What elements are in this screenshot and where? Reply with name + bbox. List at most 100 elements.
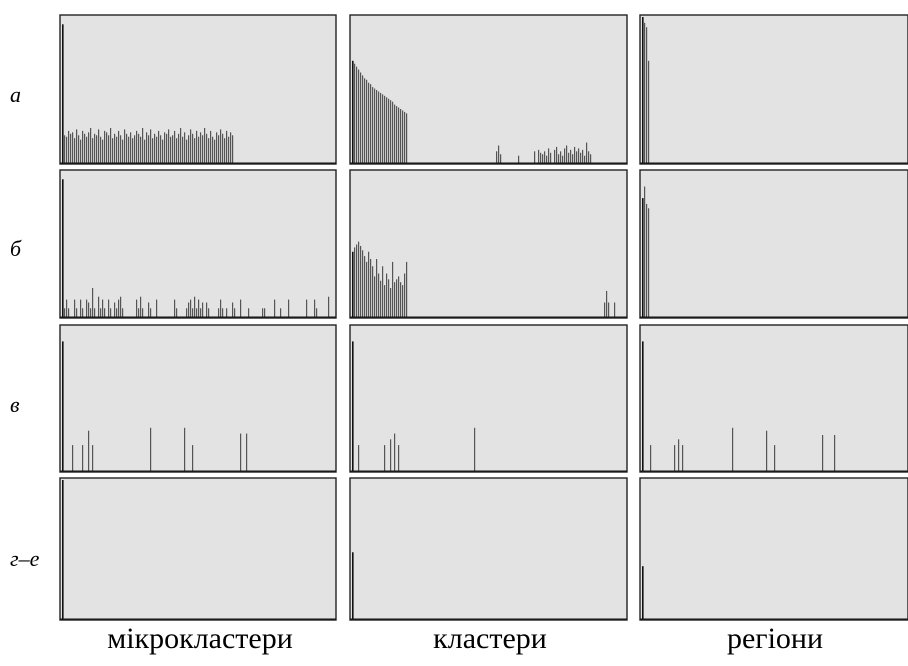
bar — [678, 439, 680, 471]
bar — [232, 135, 234, 163]
bar — [192, 308, 194, 317]
bar — [108, 135, 110, 163]
bar — [186, 139, 188, 163]
bar — [92, 138, 94, 163]
bar — [642, 566, 644, 619]
bar — [382, 94, 384, 163]
bar — [766, 430, 768, 471]
bar — [220, 299, 222, 317]
bar — [390, 288, 392, 317]
bar — [118, 130, 120, 163]
panel-background — [639, 477, 908, 621]
bar — [190, 129, 192, 163]
bar — [162, 139, 164, 163]
bar — [90, 308, 92, 317]
bar — [584, 155, 586, 163]
bar — [588, 151, 590, 163]
bar — [354, 63, 356, 163]
bar — [648, 60, 650, 163]
chart-panel-11 — [349, 477, 628, 621]
bar — [202, 135, 204, 163]
bar — [368, 82, 370, 163]
bar — [406, 261, 408, 317]
chart-panel-4 — [59, 169, 337, 319]
bar — [232, 302, 234, 317]
bar — [388, 98, 390, 163]
bar — [240, 299, 242, 317]
bar — [500, 154, 502, 163]
bar — [378, 273, 380, 317]
bar — [164, 132, 166, 163]
bar — [82, 130, 84, 163]
panel-background — [349, 14, 628, 165]
bar — [314, 299, 316, 317]
column-label-regions: регіони — [726, 622, 824, 655]
bar — [384, 445, 386, 471]
bar — [548, 148, 550, 163]
panel-background — [349, 324, 628, 473]
bar — [280, 308, 282, 317]
bar — [558, 154, 560, 163]
bar — [674, 445, 676, 471]
bar — [366, 261, 368, 317]
bar — [356, 66, 358, 163]
bar — [74, 299, 76, 317]
bar — [68, 130, 70, 163]
bar — [106, 132, 108, 163]
bar — [370, 84, 372, 163]
bar — [86, 299, 88, 317]
bar — [582, 149, 584, 163]
bar — [774, 445, 776, 471]
bar — [82, 308, 84, 317]
bar — [142, 127, 144, 163]
bar — [100, 308, 102, 317]
bar — [234, 308, 236, 317]
bar — [474, 427, 476, 471]
bar — [94, 308, 96, 317]
bar — [122, 308, 124, 317]
panel-background — [639, 14, 908, 165]
bar — [606, 290, 608, 317]
bar — [392, 261, 394, 317]
bar — [568, 152, 570, 163]
bar — [200, 308, 202, 317]
bar — [646, 27, 648, 163]
bar — [88, 430, 90, 471]
bar — [248, 308, 250, 317]
bar — [224, 138, 226, 163]
bar — [138, 308, 140, 317]
bar — [544, 151, 546, 163]
bar — [352, 60, 354, 163]
bar — [396, 106, 398, 163]
row-label-g-e: г–е — [10, 546, 40, 571]
bar — [360, 72, 362, 163]
bar — [150, 427, 152, 471]
bar — [230, 132, 232, 163]
bar — [68, 308, 70, 317]
bar — [208, 308, 210, 317]
bar — [378, 91, 380, 163]
bar — [128, 136, 130, 163]
bar — [174, 130, 176, 163]
bar — [578, 148, 580, 163]
chart-panel-1 — [59, 14, 337, 165]
panel-background — [59, 477, 337, 621]
bar — [402, 285, 404, 317]
bar — [394, 282, 396, 317]
bar — [150, 308, 152, 317]
bar — [94, 133, 96, 163]
bar — [116, 308, 118, 317]
bar — [186, 308, 188, 317]
bar — [566, 145, 568, 163]
bar — [642, 17, 644, 163]
bar — [198, 299, 200, 317]
bar — [538, 149, 540, 163]
bar — [518, 155, 520, 163]
bar — [88, 132, 90, 163]
bar — [140, 136, 142, 163]
bar — [206, 302, 208, 317]
bar — [118, 299, 120, 317]
bar — [148, 135, 150, 163]
bar — [646, 203, 648, 317]
bar — [158, 130, 160, 163]
